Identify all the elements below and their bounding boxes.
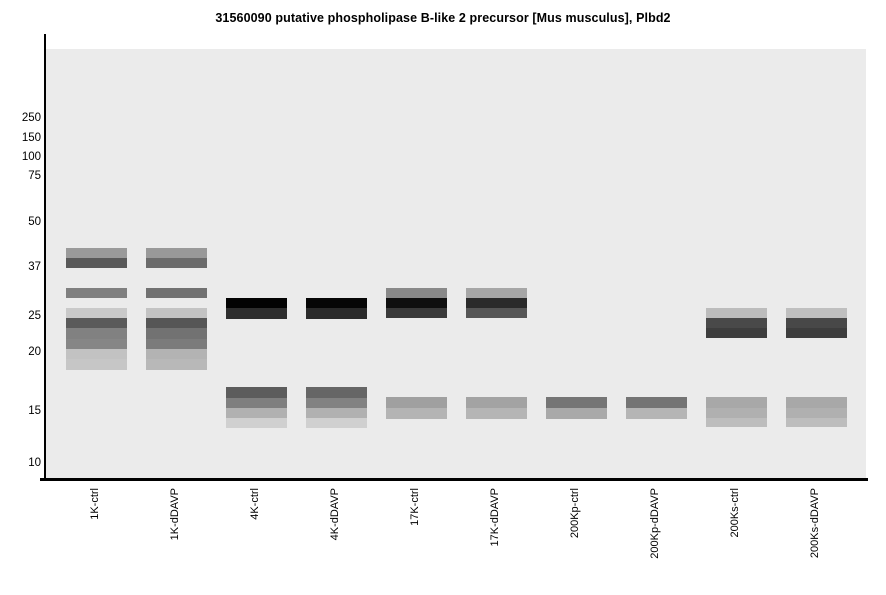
gel-band [305, 398, 367, 408]
gel-band [145, 339, 207, 349]
gel-band [705, 418, 767, 427]
gel-band [145, 288, 207, 298]
gel-band [385, 308, 447, 318]
lane-label-text: 200Ks-dDAVP [809, 488, 821, 559]
gel-band [465, 308, 527, 318]
gel-band [145, 248, 207, 258]
gel-band [625, 408, 687, 419]
gel-band [65, 248, 127, 258]
gel-band [305, 308, 367, 319]
gel-band [385, 298, 447, 308]
gel-band [225, 298, 287, 308]
gel-band [65, 308, 127, 318]
gel-band [545, 408, 607, 419]
y-tick-label: 25 [28, 310, 41, 322]
lane-label-text: 4K-dDAVP [329, 488, 341, 541]
gel-band [705, 308, 767, 318]
gel-band [385, 397, 447, 408]
lane-label-text: 4K-ctrl [249, 488, 261, 520]
y-tick-label: 15 [28, 405, 41, 417]
gel-band [305, 387, 367, 398]
lane-label-text: 17K-ctrl [409, 488, 421, 526]
y-tick-label: 100 [21, 151, 41, 163]
gel-band [705, 328, 767, 338]
gel-band [145, 328, 207, 339]
gel-band [145, 308, 207, 318]
gel-band [785, 318, 847, 328]
lane-label-text: 200Ks-ctrl [729, 488, 741, 538]
gel-band [145, 258, 207, 268]
gel-band [65, 318, 127, 328]
gel-band [785, 397, 847, 408]
gel-band [305, 408, 367, 418]
gel-band [65, 349, 127, 359]
gel-band [65, 328, 127, 339]
lane-label-text: 200Kp-ctrl [569, 488, 581, 539]
gel-band [465, 408, 527, 419]
gel-band [145, 349, 207, 359]
gel-band [785, 418, 847, 427]
y-tick-label: 10 [28, 457, 41, 469]
gel-band [705, 318, 767, 328]
gel-band [145, 359, 207, 370]
gel-band [785, 328, 847, 338]
gel-band [65, 258, 127, 268]
y-tick-label: 20 [28, 346, 41, 358]
gel-band [705, 397, 767, 408]
gel-band [225, 308, 287, 319]
y-tick-label: 75 [28, 170, 41, 182]
x-axis-line [40, 478, 868, 481]
gel-band [705, 408, 767, 418]
y-tick-label: 50 [28, 216, 41, 228]
gel-band [465, 288, 527, 298]
gel-band [305, 298, 367, 308]
lane-label-text: 17K-dDAVP [489, 488, 501, 547]
gel-band [225, 408, 287, 418]
lane-label-text: 1K-dDAVP [169, 488, 181, 541]
gel-band [225, 387, 287, 398]
y-tick-label: 150 [21, 132, 41, 144]
y-axis-line [44, 34, 46, 481]
gel-band [545, 397, 607, 408]
gel-band [465, 298, 527, 308]
gel-band [785, 308, 847, 318]
chart-title: 31560090 putative phospholipase B-like 2… [215, 11, 671, 25]
gel-band [225, 418, 287, 428]
gel-band [625, 397, 687, 408]
gel-band [785, 408, 847, 418]
gel-band [65, 339, 127, 349]
gel-band [65, 288, 127, 298]
lane-label-text: 1K-ctrl [89, 488, 101, 520]
gel-band [385, 408, 447, 419]
gel-band [225, 398, 287, 408]
gel-band [465, 397, 527, 408]
y-tick-label: 250 [21, 112, 41, 124]
gel-band [385, 288, 447, 298]
y-tick-label: 37 [28, 261, 41, 273]
gel-band [65, 359, 127, 370]
lane-label-text: 200Kp-dDAVP [649, 488, 661, 559]
gel-band [305, 418, 367, 428]
gel-band [145, 318, 207, 328]
